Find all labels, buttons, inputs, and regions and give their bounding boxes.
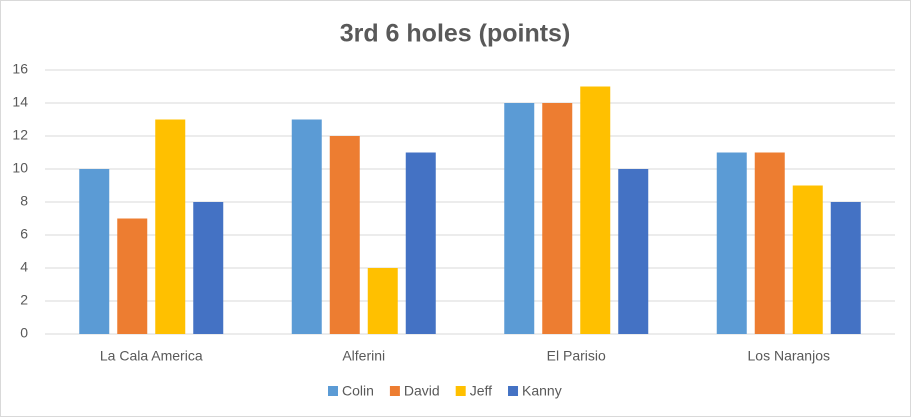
bar [580, 86, 611, 334]
legend-swatch [455, 386, 466, 396]
x-tick-label: Alferini [342, 348, 385, 364]
y-tick-label: 6 [20, 226, 28, 242]
x-tick-label: El Parisio [547, 348, 606, 364]
bar [792, 185, 823, 334]
x-tick-label: La Cala America [100, 348, 203, 364]
bar [329, 136, 360, 334]
y-tick-label: 12 [12, 127, 28, 143]
chart-title: 3rd 6 holes (points) [340, 20, 571, 48]
bar [716, 152, 747, 334]
bar [618, 169, 649, 334]
bar [542, 103, 573, 334]
y-tick-label: 16 [12, 61, 28, 77]
y-tick-label: 4 [20, 259, 28, 275]
y-tick-label: 0 [20, 325, 28, 341]
legend-swatch [508, 386, 519, 396]
bar [193, 202, 224, 334]
y-tick-label: 8 [20, 193, 28, 209]
legend-swatch [328, 386, 338, 396]
bar [830, 202, 861, 334]
legend-label: Jeff [470, 383, 492, 399]
y-tick-label: 10 [12, 160, 28, 176]
bar [504, 103, 535, 334]
bar [405, 152, 436, 334]
y-tick-label: 2 [20, 292, 28, 308]
bar [155, 119, 186, 334]
bar [754, 152, 785, 334]
legend-label: David [404, 383, 440, 399]
bar [291, 119, 322, 334]
y-tick-label: 14 [12, 94, 28, 110]
legend-swatch [389, 386, 400, 396]
x-tick-label: Los Naranjos [748, 348, 831, 364]
bar [79, 169, 110, 334]
legend-label: Colin [342, 383, 374, 399]
legend-label: Kanny [522, 383, 562, 399]
bar [117, 218, 148, 334]
bar [367, 268, 398, 334]
